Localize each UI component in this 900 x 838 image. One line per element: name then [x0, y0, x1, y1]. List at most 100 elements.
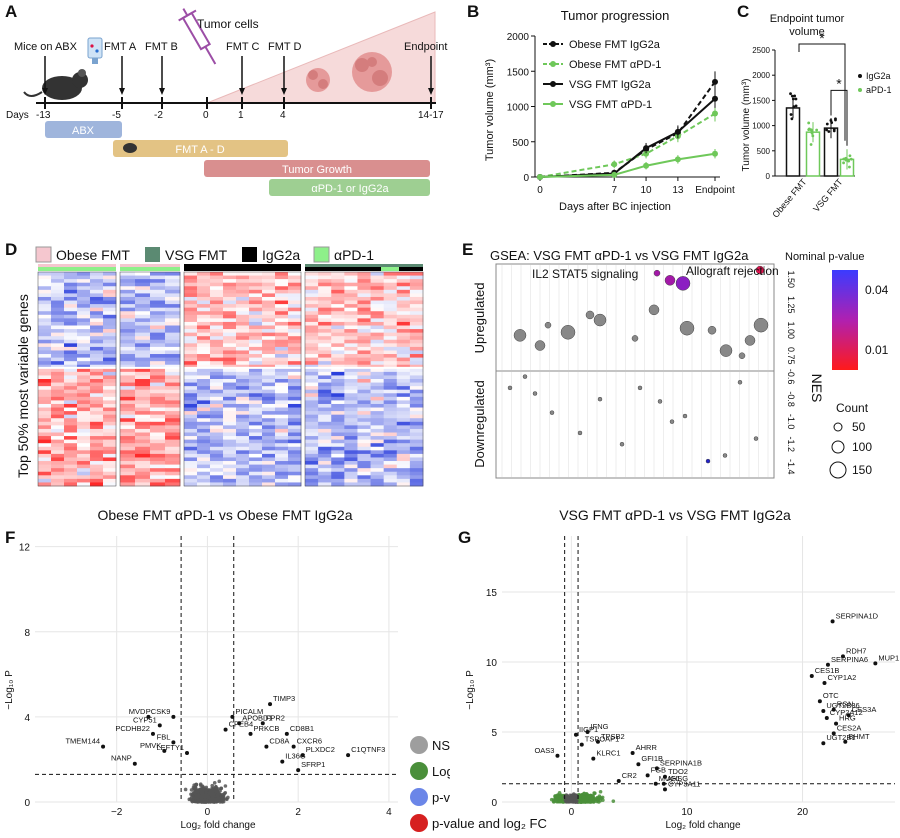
heatmap-cell: [236, 286, 250, 291]
heatmap-cell: [150, 364, 166, 369]
arrow-head: [281, 88, 287, 95]
heatmap-cell: [305, 336, 319, 341]
heatmap-cell: [275, 389, 289, 394]
heatmap-cell: [262, 379, 276, 383]
heatmap-cell: [331, 282, 345, 287]
heatmap-cell: [236, 311, 250, 316]
heatmap-cell: [165, 282, 181, 287]
heatmap-cell: [288, 364, 302, 369]
heatmap-cell: [305, 443, 319, 448]
heatmap-cell: [305, 400, 319, 405]
heatmap-cell: [184, 411, 198, 416]
heatmap-cell: [77, 432, 91, 437]
heatmap-cell: [275, 375, 289, 380]
heatmap-cell: [383, 296, 398, 301]
volcano-plot-obese: Obese FMT αPD-1 vs Obese FMT IgG2a −Log₁…: [4, 507, 480, 832]
heatmap-cell: [409, 432, 424, 437]
heatmap-cell: [305, 421, 319, 426]
heatmap-cell: [64, 482, 78, 487]
panel-e: E GSEA: VSG FMT αPD-1 vs VSG FMT IgG2a 1…: [440, 238, 900, 498]
heatmap-cell: [318, 461, 332, 465]
day-tick: -2: [154, 110, 163, 121]
heatmap-cell: [135, 318, 151, 323]
y-tick-label: 1000: [507, 103, 530, 114]
heatmap-cell: [318, 379, 332, 383]
heatmap-cell: [135, 457, 151, 462]
heatmap-cell: [305, 386, 319, 391]
heatmap-cell: [236, 468, 250, 473]
heatmap-cell: [38, 364, 52, 369]
heatmap-cell: [383, 411, 398, 416]
heatmap-cell: [409, 321, 424, 326]
heatmap-cell: [223, 307, 237, 312]
heatmap-cell: [305, 432, 319, 437]
labeled-point: [585, 730, 590, 734]
heatmap-cell: [236, 336, 250, 341]
heatmap-cell: [210, 443, 224, 448]
heatmap-border: [183, 271, 302, 487]
heatmap-cell: [64, 275, 78, 280]
heatmap-cell: [184, 457, 198, 462]
heatmap-cell: [288, 439, 302, 444]
heatmap-cell: [331, 339, 345, 344]
gene-label: NANP: [111, 754, 132, 763]
heatmap-cell: [51, 386, 65, 391]
heatmap-cell: [318, 468, 332, 473]
gene-label: OTC: [823, 691, 839, 700]
volcano-point: [196, 798, 200, 803]
heatmap-cell: [383, 382, 398, 387]
heatmap-cell: [197, 272, 211, 276]
heatmap-cell: [409, 379, 424, 383]
heatmap-cell: [103, 339, 117, 344]
heatmap-cell: [357, 350, 371, 355]
colorbar-tick: 0.04: [865, 283, 889, 297]
y-tick-label: 1.25: [786, 296, 796, 314]
heatmap-cell: [370, 403, 385, 408]
heatmap-cell: [396, 482, 411, 487]
heatmap-cell: [165, 471, 181, 476]
gsea-point: [722, 453, 728, 458]
heatmap-cell: [344, 382, 358, 387]
heatmap-cell: [318, 411, 332, 416]
heatmap-cell: [344, 400, 358, 405]
data-point: [537, 174, 543, 180]
heatmap-cell: [38, 468, 52, 473]
heatmap-cell: [223, 289, 237, 294]
heatmap-cell: [262, 418, 276, 423]
heatmap-cell: [262, 464, 276, 469]
nes-axis-label: NES: [809, 374, 825, 403]
labeled-point: [264, 744, 269, 749]
heatmap-cell: [409, 414, 424, 419]
heatmap-cell: [103, 325, 117, 330]
heatmap-cell: [165, 439, 181, 444]
heatmap-cell: [409, 346, 424, 351]
heatmap-cell: [236, 403, 250, 408]
heatmap-cell: [409, 357, 424, 362]
heatmap-cell: [370, 289, 385, 294]
heatmap-cell: [165, 393, 181, 398]
heatmap-cell: [357, 368, 371, 373]
heatmap-cell: [210, 336, 224, 341]
heatmap-cell: [275, 379, 289, 383]
heatmap-cell: [197, 428, 211, 433]
heatmap-cell: [184, 364, 198, 369]
heatmap-cell: [275, 418, 289, 423]
heatmap-cell: [396, 304, 411, 309]
heatmap-cell: [223, 432, 237, 437]
heatmap-cell: [383, 396, 398, 401]
heatmap-cell: [396, 318, 411, 323]
heatmap-cell: [197, 482, 211, 487]
heatmap-cell: [135, 361, 151, 366]
heatmap-cell: [223, 339, 237, 344]
y-axis-label: Top 50% most variable genes: [15, 294, 31, 478]
heatmap-cell: [383, 325, 398, 330]
heatmap-cell: [396, 400, 411, 405]
labeled-point: [284, 731, 289, 736]
heatmap-cell: [135, 336, 151, 341]
heatmap-cell: [262, 396, 276, 401]
heatmap-cell: [150, 396, 166, 401]
heatmap-cell: [331, 307, 345, 312]
heatmap-cell: [197, 336, 211, 341]
heatmap-cell: [262, 314, 276, 319]
heatmap-cell: [210, 354, 224, 358]
